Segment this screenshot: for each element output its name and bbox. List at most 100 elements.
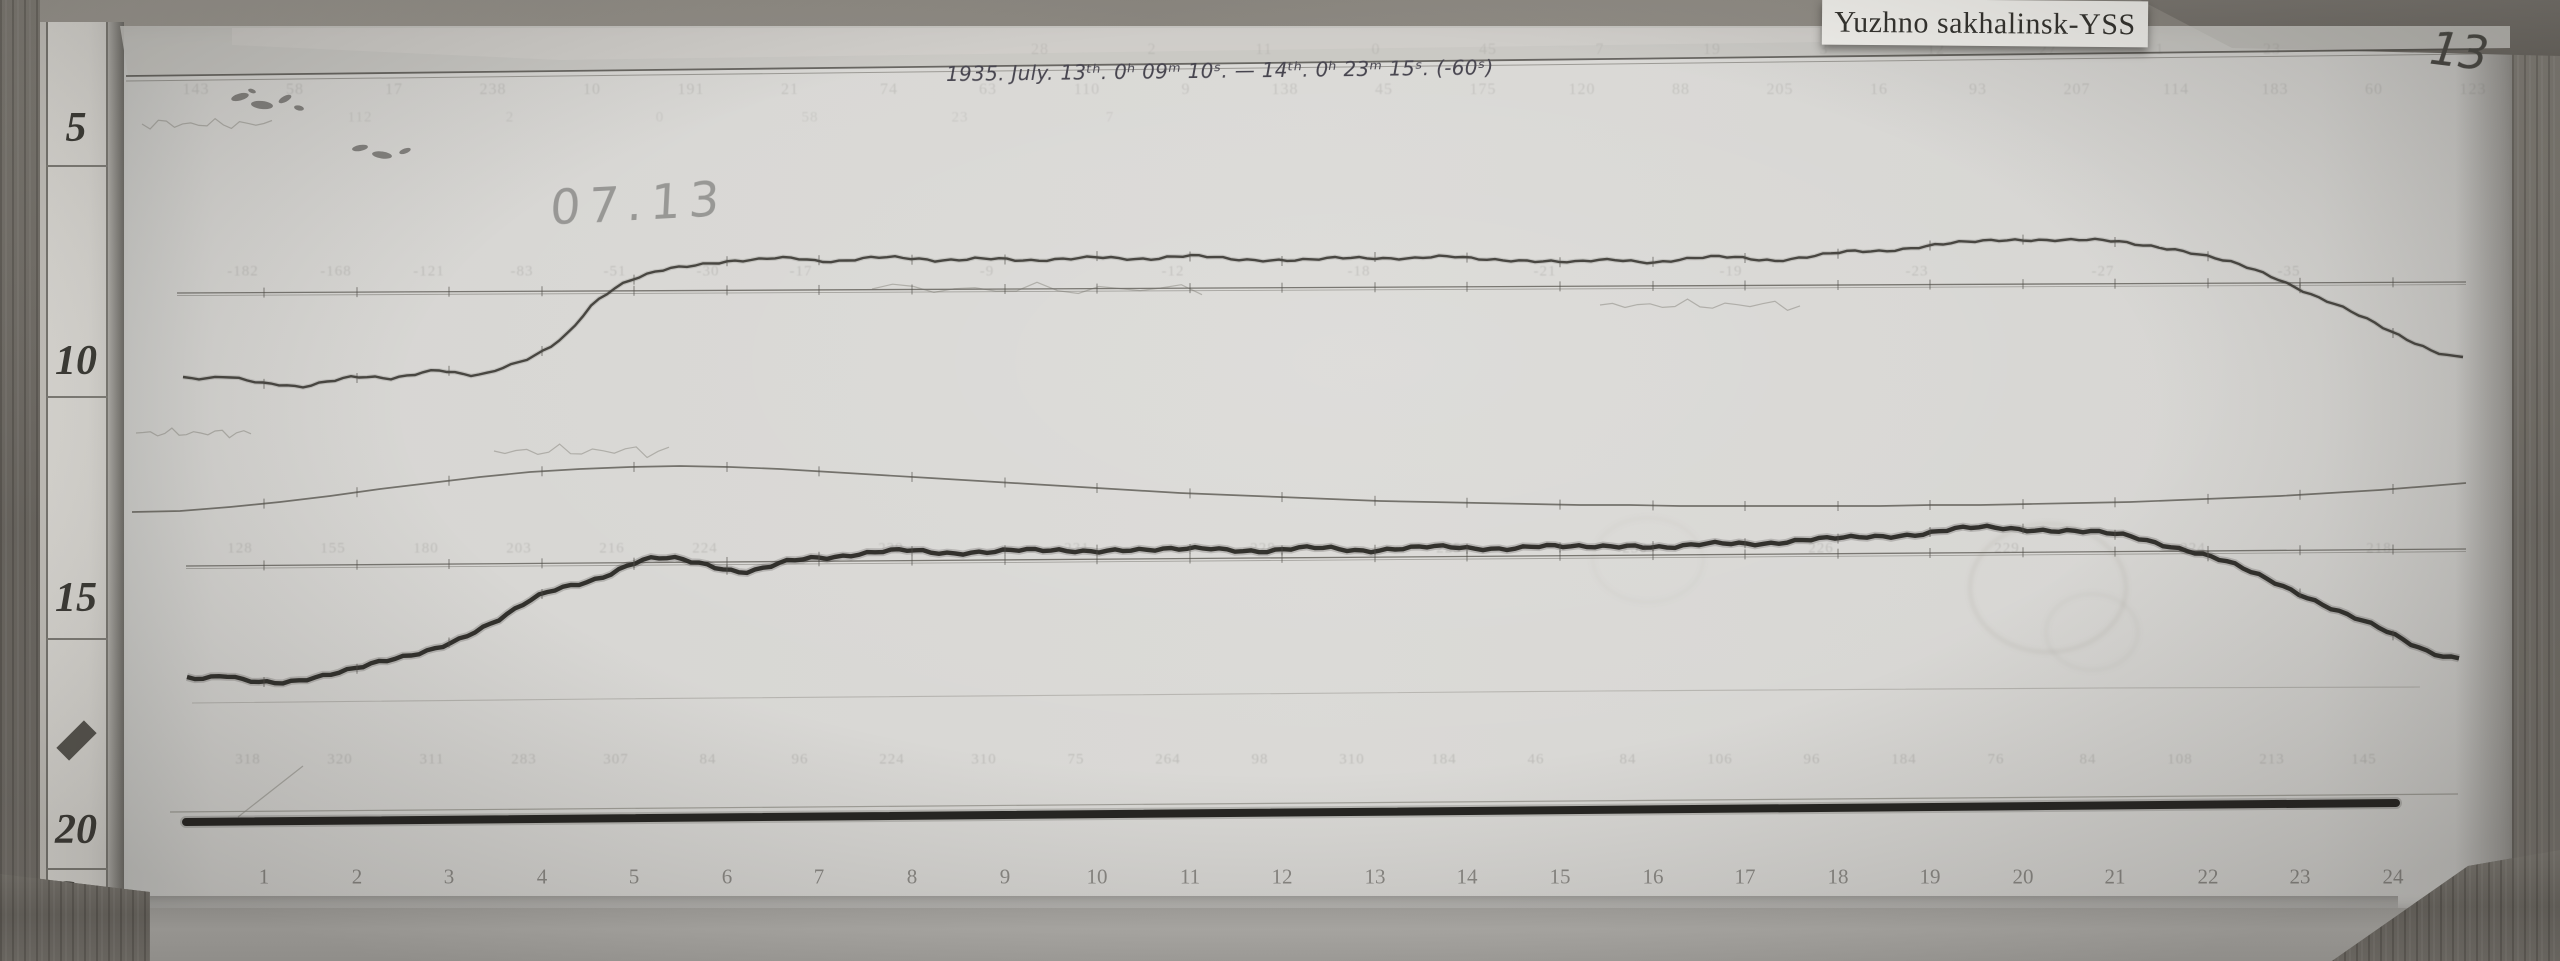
faint-pencil-number: 84 <box>1619 751 1637 768</box>
faint-pencil-number: 203 <box>506 540 532 557</box>
ruler-left-edge <box>36 22 46 942</box>
hour-label: 3 <box>443 864 455 889</box>
faint-pencil-number: -35 <box>2277 263 2301 280</box>
faint-pencil-number: 17 <box>384 80 404 99</box>
faint-pencil-number: 264 <box>1155 751 1181 768</box>
page-number: 13 <box>2426 20 2492 82</box>
faint-pencil-number: 106 <box>1707 751 1733 768</box>
hour-label: 11 <box>1179 864 1201 889</box>
faint-pencil-number: 45 <box>1374 80 1394 99</box>
faint-pencil-number: 218 <box>2366 540 2392 557</box>
hour-label: 21 <box>2104 864 2126 889</box>
faint-pencil-number: 60 <box>2364 80 2384 99</box>
faint-pencil-number: 74 <box>879 80 899 99</box>
hour-label: 16 <box>1642 864 1664 889</box>
faint-pencil-number: 155 <box>320 540 346 557</box>
faint-scribble <box>871 281 1203 296</box>
H-trace-halo <box>182 236 2464 390</box>
faint-pencil-number: 230 <box>1622 540 1648 557</box>
hour-label: 15 <box>1549 864 1571 889</box>
faint-pencil-number: 175 <box>1469 80 1497 99</box>
hour-label: 14 <box>1456 864 1478 889</box>
faint-pencil-number: 0 <box>1371 40 1381 59</box>
faint-pencil-number: -23 <box>1905 263 1929 280</box>
ruler-number: 20 <box>55 807 97 853</box>
faint-pencil-number: 19 <box>1702 40 1722 59</box>
faint-pencil-number: 58 <box>801 109 819 126</box>
faint-pencil-number: 96 <box>791 751 809 768</box>
pencil-smudge <box>248 88 256 94</box>
baseline-D <box>185 548 2467 567</box>
baseline-H <box>176 281 2467 294</box>
faint-pencil-number: 207 <box>2063 80 2091 99</box>
faint-pencil-number: 46 <box>1527 751 1545 768</box>
faint-pencil-number: -27 <box>2091 263 2115 280</box>
faint-pencil-number: 143 <box>182 80 210 99</box>
faint-pencil-number: 120 <box>1568 80 1596 99</box>
faint-pencil-number: 310 <box>1339 751 1365 768</box>
hour-label: 7 <box>813 864 825 889</box>
faint-pencil-number: 238 <box>479 80 507 99</box>
H-trace <box>182 237 2464 389</box>
faint-pencil-number: -18 <box>1347 263 1371 280</box>
faint-pencil-number: 0 <box>655 109 665 126</box>
faint-pencil-number: 110 <box>1073 80 1101 99</box>
hour-label: 13 <box>1364 864 1386 889</box>
faint-pencil-number: 145 <box>2351 751 2377 768</box>
pencil-smudge <box>231 92 249 102</box>
hour-label: 17 <box>1734 864 1756 889</box>
faint-pencil-number: 9 <box>1181 80 1191 99</box>
faint-pencil-number: 224 <box>879 751 905 768</box>
hour-label: 1 <box>258 864 270 889</box>
faint-pencil-number: 310 <box>971 751 997 768</box>
faint-pencil-number: 28 <box>1030 40 1050 59</box>
faint-pencil-number: 213 <box>2259 751 2285 768</box>
faint-pencil-number: 138 <box>1271 80 1299 99</box>
wood-right-edge <box>2512 40 2560 920</box>
faint-pencil-number: -121 <box>413 263 445 280</box>
faint-pencil-number: -168 <box>320 263 352 280</box>
faint-pencil-number: 7 <box>1105 109 1115 126</box>
hour-label: 22 <box>2197 864 2219 889</box>
faint-pencil-number: 226 <box>1808 540 1834 557</box>
pencil-stroke <box>237 765 304 818</box>
glass-highlight <box>232 28 1820 60</box>
D-trace <box>186 523 2460 686</box>
time-base-line <box>182 799 2400 826</box>
faint-pencil-number: 88 <box>1671 80 1691 99</box>
faint-pencil-number: 191 <box>677 80 705 99</box>
faint-pencil-number: 2 <box>1147 40 1157 59</box>
paper-top-edge-line <box>125 53 2479 82</box>
faint-pencil-number: -19 <box>1719 263 1743 280</box>
faint-pencil-number: 10 <box>582 80 602 99</box>
faint-pencil-number: 216 <box>599 540 625 557</box>
faint-pencil-number: 98 <box>1251 751 1269 768</box>
faint-pencil-number: 1 <box>2155 40 2165 59</box>
hour-label: 12 <box>1271 864 1293 889</box>
faint-pencil-number: 128 <box>227 540 253 557</box>
faint-pencil-number: 75 <box>1067 751 1085 768</box>
pencil-smudge <box>372 151 392 159</box>
paper-right-edge-shadow <box>2455 45 2517 907</box>
ruler-divider <box>46 396 108 398</box>
faint-pencil-number: 225 <box>1436 540 1462 557</box>
pencil-smudge <box>352 144 368 152</box>
hour-label: 24 <box>2382 864 2404 889</box>
faint-pencil-number: -17 <box>789 263 813 280</box>
faint-pencil-number: -182 <box>227 263 259 280</box>
faint-pencil-number: 320 <box>327 751 353 768</box>
ruler-number: 15 <box>55 575 97 621</box>
faint-pencil-number: 183 <box>2261 80 2289 99</box>
faint-pencil-number: 180 <box>413 540 439 557</box>
faint-pencil-number: -21 <box>1533 263 1557 280</box>
faint-pencil-number: 229 <box>878 540 904 557</box>
faint-pencil-number: 93 <box>1968 80 1988 99</box>
faint-pencil-number: -83 <box>510 263 534 280</box>
pencil-smudge <box>278 94 292 104</box>
faint-pencil-number: 63 <box>978 80 998 99</box>
faint-pencil-number: 184 <box>1891 751 1917 768</box>
hour-label: 20 <box>2012 864 2034 889</box>
faint-pencil-number: 23 <box>951 109 969 126</box>
faint-pencil-number: -9 <box>979 263 995 280</box>
